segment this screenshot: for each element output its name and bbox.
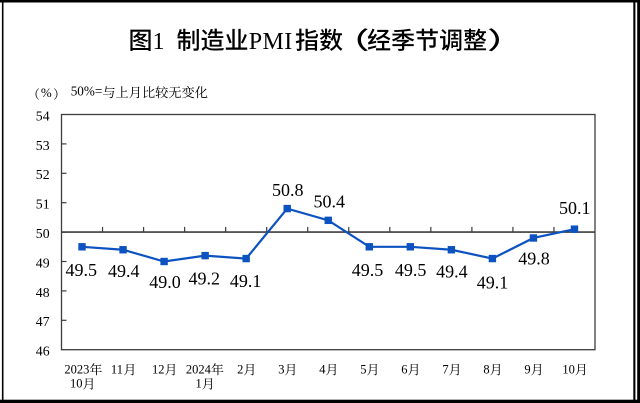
svg-text:49.5: 49.5 — [352, 260, 384, 280]
svg-text:1: 1 — [153, 29, 165, 55]
svg-text:10: 10 — [562, 362, 575, 376]
svg-text:49.0: 49.0 — [149, 272, 181, 292]
svg-text:50: 50 — [36, 226, 50, 241]
svg-text:50.8: 50.8 — [272, 180, 304, 200]
svg-text:50.4: 50.4 — [314, 192, 346, 212]
svg-text:49.1: 49.1 — [477, 272, 509, 292]
svg-text:9: 9 — [524, 362, 530, 376]
svg-text:49.8: 49.8 — [518, 249, 550, 269]
svg-text:PMI: PMI — [249, 29, 293, 55]
svg-text:49.2: 49.2 — [188, 269, 220, 289]
svg-text:2023: 2023 — [64, 362, 89, 376]
svg-text:5: 5 — [360, 362, 366, 376]
svg-text:1: 1 — [196, 377, 202, 391]
svg-text:48: 48 — [36, 285, 50, 300]
svg-text:3: 3 — [278, 362, 284, 376]
svg-text:10: 10 — [70, 377, 83, 391]
svg-text:54: 54 — [36, 108, 50, 123]
svg-text:49.5: 49.5 — [395, 260, 427, 280]
svg-text:2: 2 — [237, 362, 243, 376]
svg-text:50.1: 50.1 — [559, 198, 591, 218]
svg-text:47: 47 — [36, 314, 50, 329]
svg-text:49.4: 49.4 — [436, 262, 468, 282]
svg-text:7: 7 — [442, 362, 448, 376]
svg-text:51: 51 — [36, 197, 50, 212]
svg-text:49: 49 — [36, 255, 50, 270]
svg-text:50%=: 50%= — [71, 84, 103, 99]
svg-text:53: 53 — [36, 138, 50, 153]
svg-text:%: % — [41, 85, 52, 100]
svg-text:4: 4 — [319, 362, 326, 376]
svg-text:49.5: 49.5 — [66, 260, 98, 280]
svg-text:6: 6 — [401, 362, 407, 376]
svg-text:12: 12 — [152, 362, 165, 376]
svg-text:46: 46 — [36, 344, 50, 359]
svg-text:52: 52 — [36, 167, 50, 182]
svg-text:2024: 2024 — [186, 362, 212, 376]
svg-text:11: 11 — [111, 362, 123, 376]
svg-text:8: 8 — [483, 362, 489, 376]
svg-text:49.4: 49.4 — [108, 261, 140, 281]
svg-text:49.1: 49.1 — [230, 271, 262, 291]
